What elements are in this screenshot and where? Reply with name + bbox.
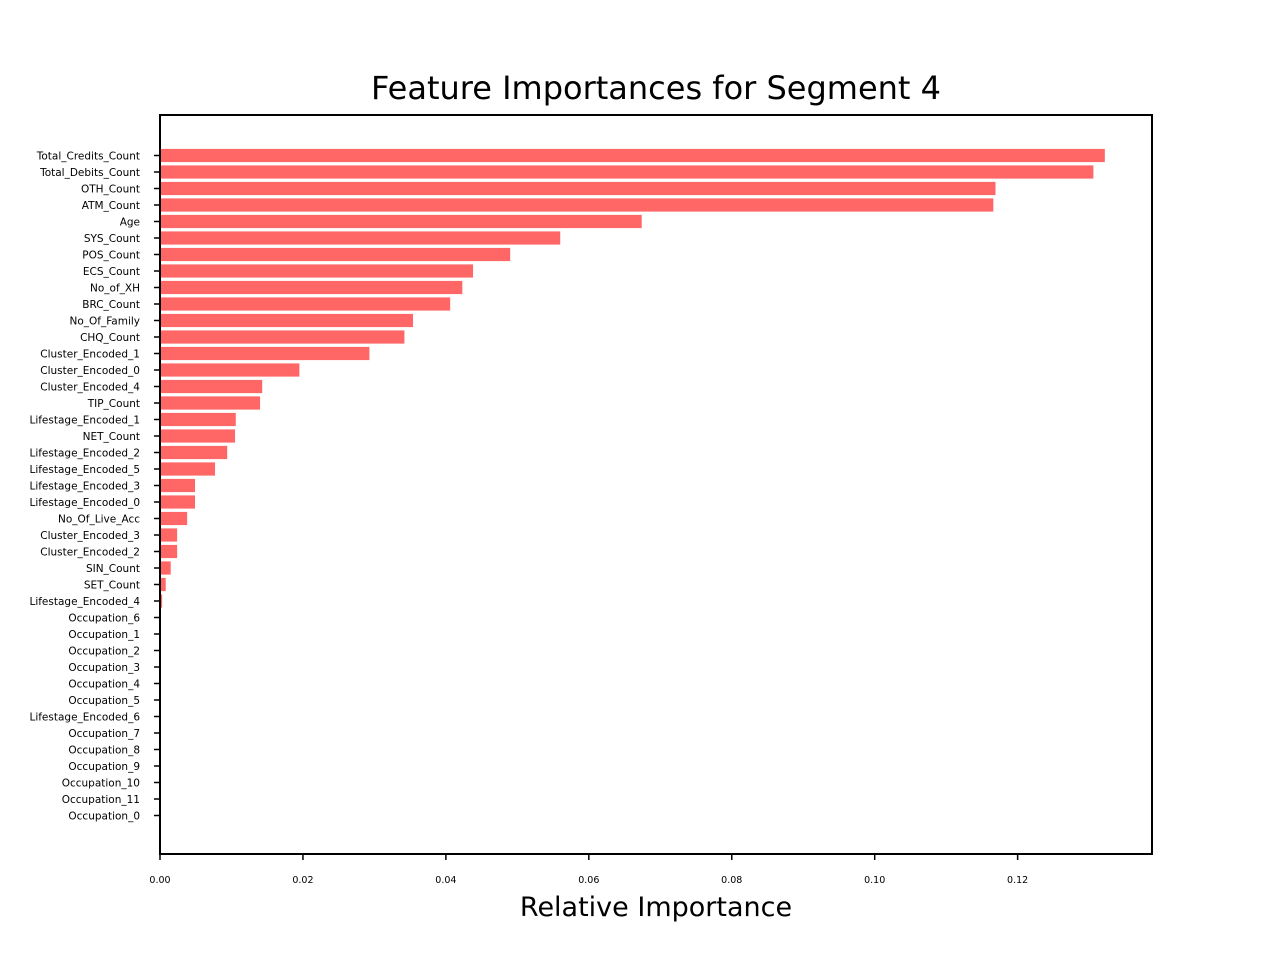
y-tick-label: Cluster_Encoded_3	[40, 530, 140, 542]
y-tick-label: Occupation_3	[68, 662, 140, 674]
y-tick-label: Total_Credits_Count	[36, 151, 140, 163]
y-tick-label: Occupation_9	[68, 761, 140, 773]
bar	[160, 247, 511, 262]
y-tick-label: Cluster_Encoded_1	[40, 349, 140, 361]
x-tick-label: 0.02	[292, 875, 313, 886]
y-tick-label: Age	[120, 217, 140, 229]
y-tick-label: Occupation_4	[68, 679, 140, 691]
y-tick-label: Lifestage_Encoded_2	[29, 448, 140, 460]
x-tick-label: 0.04	[435, 875, 456, 886]
chart-title: Feature Importances for Segment 4	[371, 69, 941, 107]
bar	[160, 544, 178, 559]
y-tick-label: No_Of_Live_Acc	[58, 514, 140, 526]
y-tick-label: Occupation_6	[68, 613, 140, 625]
y-tick-label: SET_Count	[84, 580, 140, 592]
y-axis-ticks: Total_Credits_Count Total_Debits_Count OTH…	[29, 151, 160, 823]
bar	[160, 577, 166, 592]
y-tick-label: Occupation_8	[68, 745, 140, 757]
bar	[160, 346, 370, 361]
y-tick-label: No_Of_Family	[69, 316, 140, 328]
x-axis-label: Relative Importance	[520, 892, 792, 923]
bar	[160, 363, 300, 377]
bar	[160, 214, 642, 229]
y-tick-label: TIP_Count	[87, 398, 140, 410]
bar	[160, 412, 236, 427]
y-tick-label: Occupation_0	[68, 811, 140, 823]
bar	[160, 445, 228, 460]
bar	[160, 148, 1105, 163]
bar	[160, 561, 171, 575]
x-axis-ticks: 0.00 0.02 0.04 0.06 0.08 0.10 0.12	[149, 854, 1028, 886]
bar	[160, 181, 996, 196]
plot-frame	[159, 114, 1153, 855]
y-tick-label: Occupation_2	[68, 646, 140, 658]
bar	[160, 396, 261, 410]
y-tick-label: Cluster_Encoded_2	[40, 547, 140, 559]
bar	[160, 297, 451, 311]
y-tick-label: SYS_Count	[84, 233, 140, 245]
y-tick-label: BRC_Count	[82, 299, 140, 311]
y-tick-label: Lifestage_Encoded_0	[29, 497, 140, 509]
bar	[160, 462, 216, 476]
bar	[160, 478, 196, 493]
y-tick-label: Occupation_1	[68, 629, 140, 641]
y-tick-label: SIN_Count	[86, 563, 140, 575]
y-tick-label: POS_Count	[82, 250, 140, 262]
y-tick-label: Total_Debits_Count	[39, 167, 140, 179]
y-tick-label: No_of_XH	[90, 283, 140, 295]
bar	[160, 165, 1094, 179]
bar	[160, 379, 263, 394]
bar	[160, 528, 178, 542]
y-tick-label: ECS_Count	[83, 266, 140, 278]
x-tick-label: 0.12	[1007, 875, 1028, 886]
y-tick-label: Cluster_Encoded_0	[40, 365, 140, 377]
x-tick-label: 0.00	[149, 875, 170, 886]
bar	[160, 280, 463, 295]
bar	[160, 330, 405, 344]
bar	[160, 429, 236, 443]
bar	[160, 594, 163, 608]
y-tick-label: Lifestage_Encoded_3	[29, 481, 140, 493]
y-tick-label: CHQ_Count	[80, 332, 140, 344]
bar	[160, 264, 474, 278]
y-tick-label: Occupation_11	[62, 794, 140, 806]
x-tick-label: 0.10	[864, 875, 885, 886]
bar	[160, 231, 561, 245]
y-tick-label: OTH_Count	[81, 184, 140, 196]
y-tick-label: Occupation_5	[68, 695, 140, 707]
y-tick-label: Lifestage_Encoded_1	[29, 415, 140, 427]
y-tick-label: Lifestage_Encoded_6	[29, 712, 140, 724]
x-tick-label: 0.06	[578, 875, 599, 886]
y-tick-label: ATM_Count	[82, 200, 140, 212]
y-tick-label: NET_Count	[83, 431, 140, 443]
bar	[160, 511, 188, 526]
y-tick-label: Cluster_Encoded_4	[40, 382, 140, 394]
bars-group	[160, 148, 1105, 625]
y-tick-label: Lifestage_Encoded_5	[29, 464, 140, 476]
bar	[160, 198, 994, 212]
bar	[160, 495, 196, 509]
y-tick-label: Occupation_7	[68, 728, 140, 740]
y-tick-label: Lifestage_Encoded_4	[29, 596, 140, 608]
x-tick-label: 0.08	[721, 875, 742, 886]
bar	[160, 313, 414, 328]
y-tick-label: Occupation_10	[62, 778, 140, 790]
